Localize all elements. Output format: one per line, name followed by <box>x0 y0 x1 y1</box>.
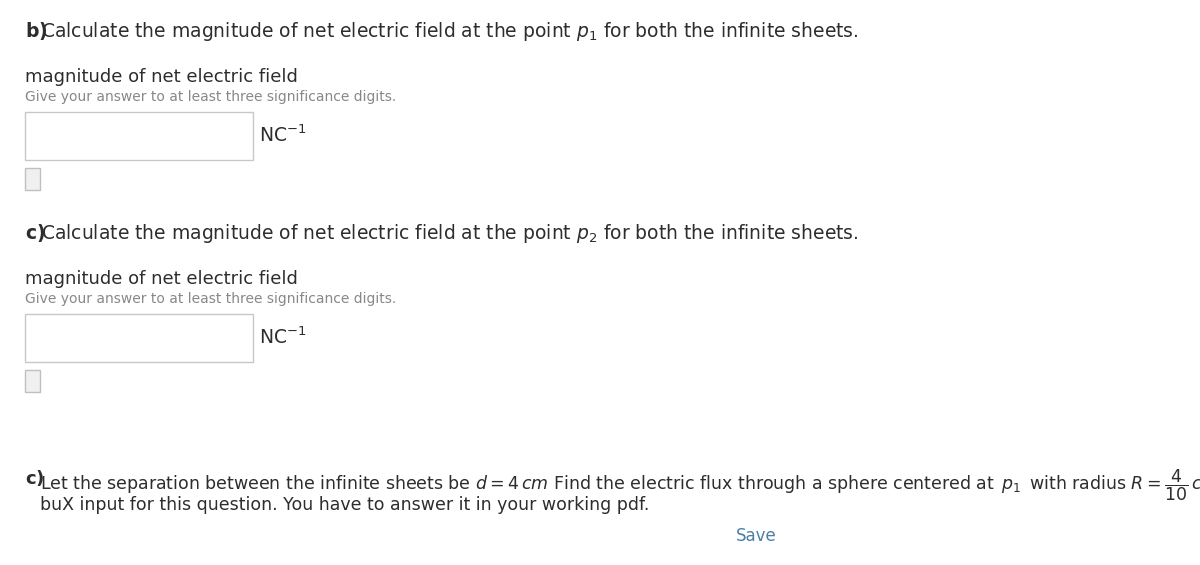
Text: $\mathbf{c)}$: $\mathbf{c)}$ <box>25 222 46 244</box>
Text: Let the separation between the infinite sheets be $d = 4\,\mathit{cm}$ Find the : Let the separation between the infinite … <box>40 468 1200 503</box>
FancyBboxPatch shape <box>25 112 253 160</box>
FancyBboxPatch shape <box>25 370 40 392</box>
Text: $\mathbf{c)}$: $\mathbf{c)}$ <box>25 468 44 488</box>
Text: NC$^{-1}$: NC$^{-1}$ <box>259 327 307 349</box>
FancyBboxPatch shape <box>25 168 40 190</box>
Text: buX input for this question. You have to answer it in your working pdf.: buX input for this question. You have to… <box>40 496 649 514</box>
Text: Give your answer to at least three significance digits.: Give your answer to at least three signi… <box>25 90 397 104</box>
Text: NC$^{-1}$: NC$^{-1}$ <box>259 125 307 146</box>
FancyBboxPatch shape <box>25 314 253 362</box>
Text: $\mathbf{b)}$: $\mathbf{b)}$ <box>25 20 48 42</box>
Text: magnitude of net electric field: magnitude of net electric field <box>25 270 299 288</box>
Text: Save: Save <box>736 527 776 545</box>
Text: magnitude of net electric field: magnitude of net electric field <box>25 68 299 86</box>
Text: Give your answer to at least three significance digits.: Give your answer to at least three signi… <box>25 292 397 306</box>
Text: Calculate the magnitude of net electric field at the point $\it{p}_2$ for both t: Calculate the magnitude of net electric … <box>41 222 858 245</box>
Text: Calculate the magnitude of net electric field at the point $\it{p}_1$ for both t: Calculate the magnitude of net electric … <box>41 20 858 43</box>
